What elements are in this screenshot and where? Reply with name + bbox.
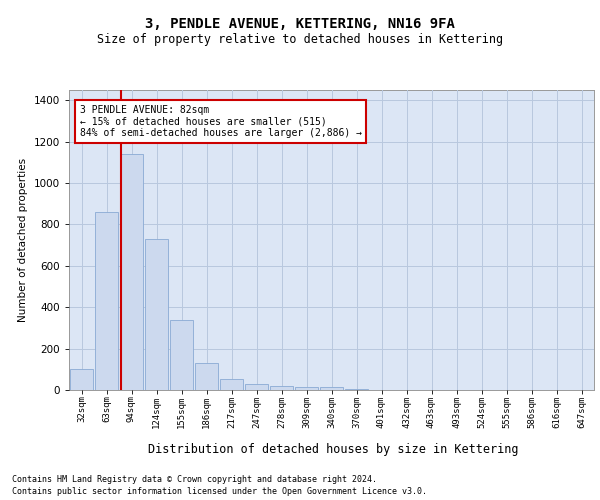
Bar [95,212,118,390]
Bar [245,384,268,390]
Text: Size of property relative to detached houses in Kettering: Size of property relative to detached ho… [97,32,503,46]
Text: Contains HM Land Registry data © Crown copyright and database right 2024.: Contains HM Land Registry data © Crown c… [12,475,377,484]
Text: 3, PENDLE AVENUE, KETTERING, NN16 9FA: 3, PENDLE AVENUE, KETTERING, NN16 9FA [145,18,455,32]
Bar [194,363,218,390]
Bar [145,239,169,390]
Text: 3 PENDLE AVENUE: 82sqm
← 15% of detached houses are smaller (515)
84% of semi-de: 3 PENDLE AVENUE: 82sqm ← 15% of detached… [79,105,361,138]
Text: Contains public sector information licensed under the Open Government Licence v3: Contains public sector information licen… [12,488,427,496]
Bar [344,389,368,390]
Y-axis label: Number of detached properties: Number of detached properties [18,158,28,322]
Bar [269,386,293,390]
Bar [70,370,94,390]
Bar [170,320,193,390]
Text: Distribution of detached houses by size in Kettering: Distribution of detached houses by size … [148,442,518,456]
Bar [320,387,343,390]
Bar [119,154,143,390]
Bar [220,378,244,390]
Bar [295,387,319,390]
